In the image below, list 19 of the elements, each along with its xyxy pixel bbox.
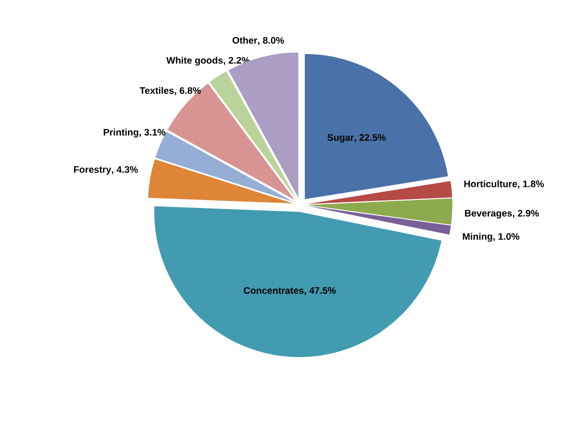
slice-label: White goods xyxy=(166,56,223,66)
slice-label: Sugar xyxy=(327,134,354,143)
data-label: , 1.8% xyxy=(518,180,544,189)
slice-label: Printing xyxy=(104,128,138,138)
data-label: , 22.5% xyxy=(354,134,386,142)
data-label: , 8.0% xyxy=(258,37,284,46)
slice-label: Textiles xyxy=(140,86,174,94)
slice-label: Beverages xyxy=(465,210,512,218)
slice-label: Forestry xyxy=(74,166,112,175)
slice-label: Other xyxy=(232,36,258,44)
data-label: , 4.3% xyxy=(112,166,138,174)
data-label: , 3.1% xyxy=(140,128,166,137)
data-label: , 47.5% xyxy=(304,287,336,296)
slice-label: Concentrates xyxy=(244,287,304,294)
data-label: , 6.8% xyxy=(174,87,201,96)
slice-label: Mining xyxy=(462,232,492,242)
slice-label: Horticulture xyxy=(464,180,518,188)
data-label: , 1.0% xyxy=(493,233,520,242)
data-label: , 2.9% xyxy=(512,210,539,218)
